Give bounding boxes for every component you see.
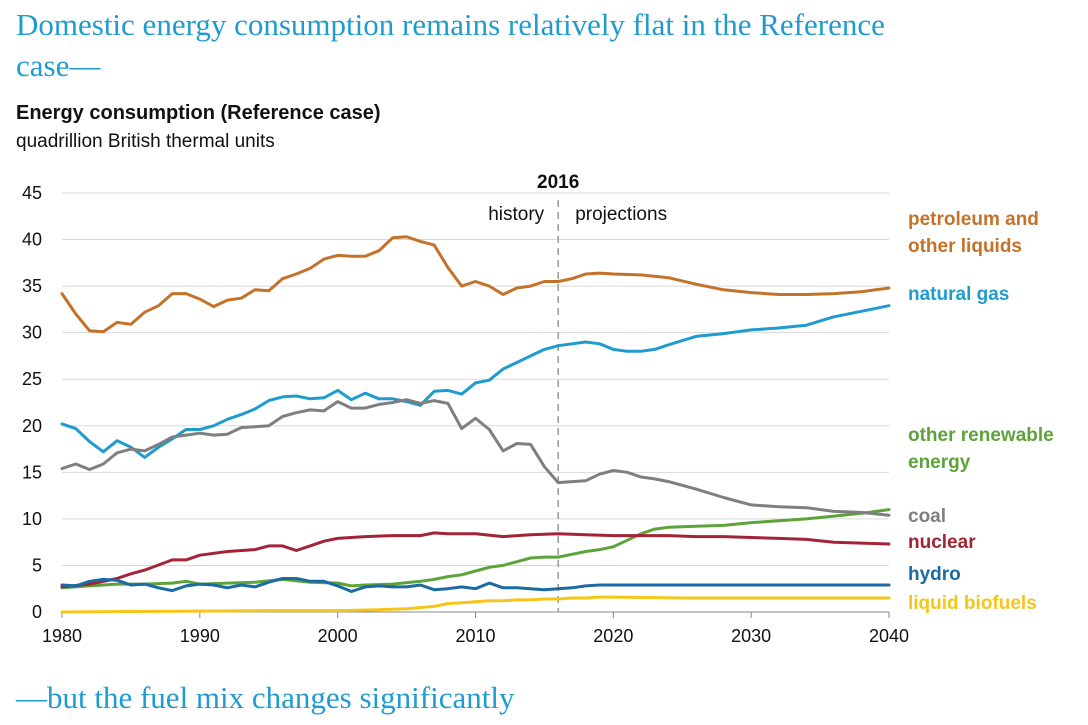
footer-caption: —but the fuel mix changes significantly	[16, 680, 515, 715]
x-tick-label: 2000	[318, 626, 358, 646]
gridlines	[62, 192, 889, 613]
x-tick-label: 1980	[42, 626, 82, 646]
series-line-hydro	[60, 577, 891, 593]
series-label-petroleum-and-other-liquids: petroleum and	[908, 209, 1039, 230]
series-line-nuclear	[60, 531, 891, 589]
y-tick-label: 30	[22, 323, 42, 343]
series-line-other-renewable-energy	[60, 508, 891, 590]
history-label: history	[488, 204, 544, 225]
y-tick-label: 25	[22, 369, 42, 389]
x-tick-label: 2010	[455, 626, 495, 646]
series-lines	[60, 235, 891, 614]
series-label-natural-gas: natural gas	[908, 284, 1009, 305]
y-tick-label: 10	[22, 509, 42, 529]
x-tick-label: 2030	[731, 626, 771, 646]
series-labels: petroleum and other liquids natural gas oth…	[908, 209, 1054, 614]
history-projection-divider: 2016 history projections	[488, 172, 667, 612]
x-tick-label: 1990	[180, 626, 220, 646]
projections-label: projections	[575, 204, 667, 225]
series-label-liquid-biofuels: liquid biofuels	[908, 593, 1037, 614]
y-tick-label: 15	[22, 462, 42, 482]
series-line-coal	[60, 398, 891, 517]
chart-title: Energy consumption (Reference case)	[16, 102, 381, 124]
x-axis-ticks: 1980 1990 2000 2010 2020 2030 2040	[42, 612, 909, 646]
y-tick-label: 45	[22, 183, 42, 203]
series-label-other-renewable-energy: energy	[908, 452, 971, 473]
series-label-petroleum-and-other-liquids: other liquids	[908, 236, 1022, 257]
series-label-coal: coal	[908, 506, 946, 527]
y-tick-label: 5	[32, 555, 42, 575]
y-tick-label: 20	[22, 416, 42, 436]
y-axis-ticks: 0 5 10 15 20 25 30 35 40 45	[22, 183, 42, 622]
series-label-nuclear: nuclear	[908, 532, 976, 553]
chart-units-label: quadrillion British thermal units	[16, 131, 275, 152]
series-label-other-renewable-energy: other renewable	[908, 425, 1054, 446]
y-tick-label: 40	[22, 230, 42, 250]
y-tick-label: 35	[22, 276, 42, 296]
series-line-petroleum-and-other-liquids	[60, 235, 891, 334]
series-line-natural-gas	[60, 304, 891, 459]
divider-year-label: 2016	[537, 172, 579, 193]
series-label-hydro: hydro	[908, 564, 961, 585]
series-line-liquid-biofuels	[60, 595, 891, 614]
headline: Domestic energy consumption remains rela…	[16, 7, 885, 83]
y-tick-label: 0	[32, 602, 42, 622]
x-tick-label: 2020	[593, 626, 633, 646]
x-tick-label: 2040	[869, 626, 909, 646]
